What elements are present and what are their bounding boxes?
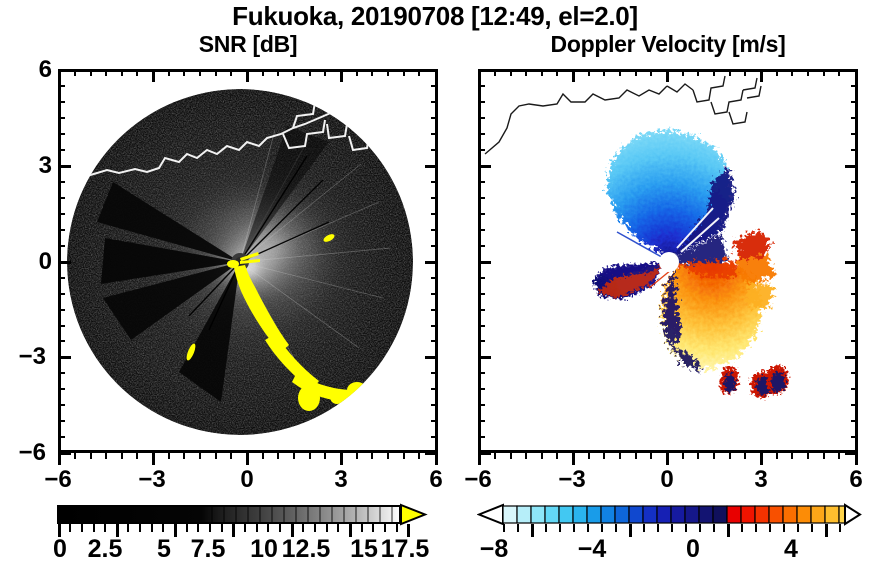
cbar-snr-label-15: 15 [350, 535, 378, 563]
cbar-snr-label-10: 10 [250, 535, 278, 563]
snr-ytick-6: 6 [38, 56, 52, 83]
colorbar-doppler-under-arrow [477, 503, 504, 526]
cbar-snr-label-0: 0 [53, 535, 67, 563]
snr-ppi-image [61, 72, 435, 450]
cbar-snr-label-17p5: 17.5 [380, 535, 430, 563]
colorbar-doppler[interactable] [477, 503, 862, 537]
cbar-doppler-label-0: 0 [686, 535, 700, 563]
velocity-lobe-west [593, 262, 665, 300]
snr-xtick-0: 0 [240, 466, 254, 493]
doppler-xtick-6: 6 [849, 466, 863, 493]
snr-plot-area [61, 72, 435, 450]
doppler-xtick-3: 3 [754, 466, 768, 493]
snr-ytick-0: 0 [38, 248, 52, 275]
doppler-xtick-neg6: −6 [464, 466, 492, 493]
panel-title-snr: SNR [dB] [198, 31, 298, 57]
coastline-doppler [484, 75, 762, 155]
radar-origin-marker [659, 252, 679, 272]
velocity-detached-cells [719, 364, 789, 398]
snr-xtick-neg6: −6 [44, 466, 72, 493]
cbar-snr-label-7p5: 7.5 [190, 535, 226, 563]
colorbar-snr[interactable] [57, 503, 442, 537]
panel-title-doppler: Doppler Velocity [m/s] [550, 31, 786, 57]
plot-panel-doppler[interactable] [478, 69, 858, 453]
cbar-doppler-label-neg4: −4 [577, 535, 607, 563]
cbar-snr-label-2p5: 2.5 [87, 535, 123, 563]
doppler-xtick-neg3: −3 [558, 466, 586, 493]
cbar-snr-label-5: 5 [157, 535, 171, 563]
colorbar-doppler-over-arrow [844, 503, 862, 526]
snr-ytick-3: 3 [38, 152, 52, 179]
doppler-plot-area [481, 72, 855, 450]
cbar-doppler-label-4: 4 [784, 535, 798, 563]
cbar-doppler-label-neg8: −8 [479, 535, 509, 563]
plot-panel-snr[interactable] [58, 69, 438, 453]
velocity-lobe-south [661, 260, 763, 372]
cbar-snr-label-12p5: 12.5 [281, 535, 331, 563]
velocity-east-fringe [733, 230, 775, 308]
doppler-xtick-0: 0 [660, 466, 674, 493]
snr-xtick-6: 6 [429, 466, 443, 493]
page-title: Fukuoka, 20190708 [12:49, el=2.0] [232, 1, 638, 31]
snr-ytick-neg6: −6 [18, 439, 46, 466]
colorbar-snr-gradient [57, 503, 428, 526]
colorbar-doppler-segments [477, 503, 862, 526]
snr-xtick-neg3: −3 [138, 466, 166, 493]
colorbar-snr-over-arrow [400, 503, 428, 526]
snr-ytick-neg3: −3 [18, 343, 46, 370]
doppler-ppi-image [481, 72, 855, 450]
cbar-doppler-label-8: 8 [854, 535, 870, 564]
snr-xtick-3: 3 [334, 466, 348, 493]
